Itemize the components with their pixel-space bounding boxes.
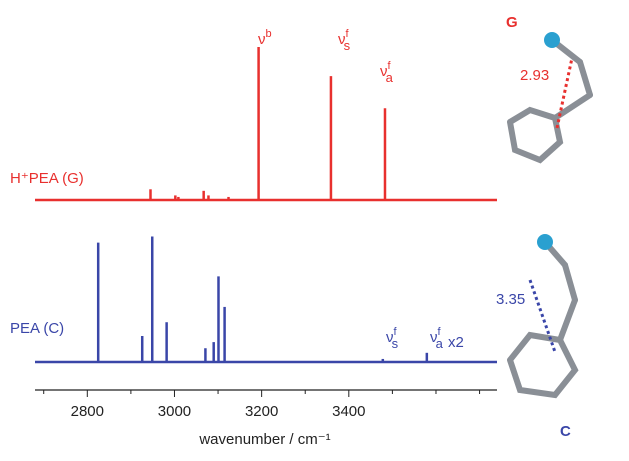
molecule-bonds [510,40,590,160]
structure-label: C [560,423,571,440]
distance-label: 2.93 [520,67,549,84]
nitrogen-atom [544,32,560,48]
x-axis-label: wavenumber / cm⁻¹ [198,431,330,448]
chart: wavenumber / cm⁻¹ H⁺PEA (G) PEA (C) G 2.… [0,0,629,456]
annotation-sub: a [436,336,444,351]
x-tick-label: 3200 [245,403,278,420]
series-label: PEA (C) [10,320,64,337]
x-tick-label: 3000 [158,403,191,420]
annotation-sub: s [392,336,399,351]
distance-label: 3.35 [496,291,525,308]
nitrogen-atom [537,234,553,250]
annotation-base: ν [258,31,266,48]
annotation-sub: s [344,38,351,53]
annotation: x2 [448,334,464,351]
structure-label: G [506,14,518,31]
x-tick-label: 2800 [71,403,104,420]
annotation: νb [258,28,272,48]
series-label: H⁺PEA (G) [10,170,84,187]
structure-c: C 3.35 [496,234,575,440]
molecule-bonds [510,242,575,395]
annotation-sup: b [266,28,272,40]
structure-g: G 2.93 [506,14,590,160]
x-tick-label: 3400 [332,403,365,420]
annotation-sub: a [386,70,394,85]
